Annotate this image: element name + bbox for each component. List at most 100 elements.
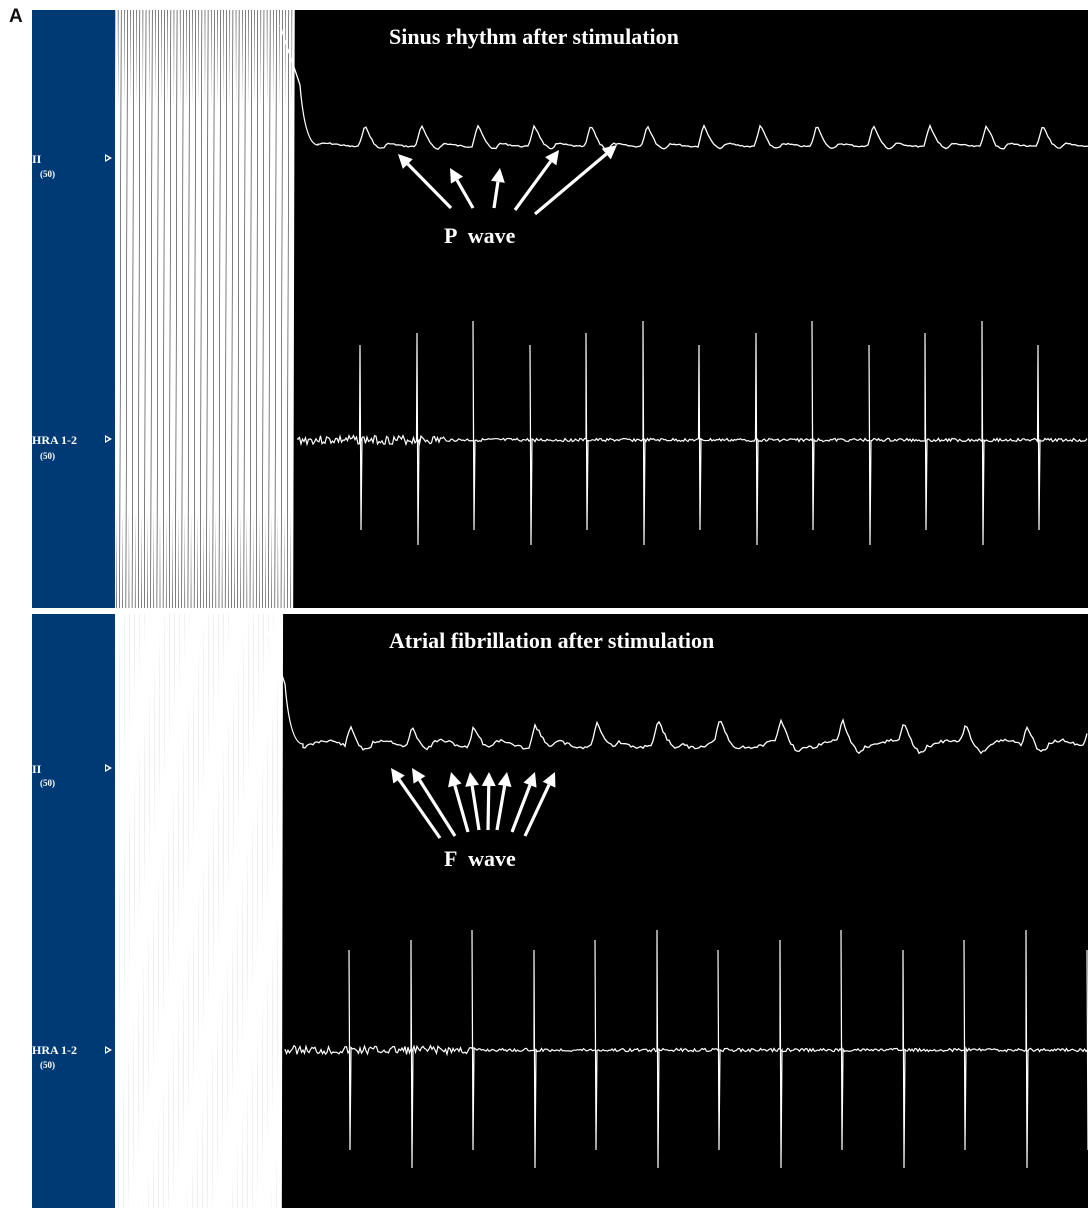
stimulation-spike [192,614,200,1208]
f-wave-arrow-head [448,772,462,788]
stimulation-spike [168,614,175,1208]
stimulation-artifact [115,10,295,608]
stimulation-spike [250,10,258,608]
stimulation-spike [118,614,125,1208]
stimulation-spike [219,10,227,608]
stimulation-spike [231,10,239,608]
stimulation-spike [261,614,269,1208]
p-wave-arrow-head [601,145,617,160]
stimulation-spike [256,614,264,1208]
stimulation-artifact [115,614,284,1208]
p-wave-arrow-head [491,168,505,183]
stimulation-spike [128,614,135,1208]
channel-gain-hra: (50) [40,1060,55,1070]
stimulation-spike [115,614,121,1208]
p-wave-arrow-head [450,168,464,184]
stimulation-spike [200,10,208,608]
stimulation-spike [175,10,184,608]
stimulation-spike [115,10,121,608]
channel-marker-ii-icon [105,154,112,162]
p-wave-label: P wave [444,223,516,248]
stimulation-spike [132,10,140,608]
p-wave-arrow [533,152,608,216]
stimulation-spike [138,614,145,1208]
stimulation-spike [187,614,195,1208]
f-wave-arrow [470,785,481,831]
ecg-traces-af [115,614,1088,1208]
f-wave-arrow [510,784,532,833]
stimulation-spike [281,10,289,608]
stimulation-spike [163,614,170,1208]
stimulation-spike [268,10,277,608]
stimulation-spike [172,614,180,1208]
f-wave-arrow [418,778,457,837]
channel-gain-ii: (50) [40,169,55,179]
stimulation-spike [242,614,249,1208]
stimulation-spike [275,10,283,608]
stimulation-spike [197,614,205,1208]
stimulation-spike [237,10,246,608]
stimulation-spike [225,10,233,608]
f-wave-arrow-head [497,772,512,787]
intracardiac-trace-hra [284,929,1088,1169]
channel-label-bar: II (50) HRA 1-2 (50) [32,614,115,1208]
stimulation-spike [157,10,165,608]
ecg-panel-atrial-fibrillation: II (50) HRA 1-2 (50) Atrial fibrillation… [32,614,1088,1208]
stimulation-spike [169,10,177,608]
stimulation-spike [217,614,224,1208]
chart-title-sinus: Sinus rhythm after stimulation [389,24,679,49]
stimulation-spike [227,614,234,1208]
stimulation-spike [207,614,214,1208]
stimulation-spike [181,10,190,608]
stimulation-spike [222,614,229,1208]
stimulation-spike [144,10,152,608]
channel-label-hra: HRA 1-2 [32,1043,77,1057]
channel-marker-hra-icon [105,435,112,443]
stimulation-spike [271,614,279,1208]
stimulation-spike [150,10,159,608]
f-wave-label: F wave [444,846,516,871]
stimulation-spike [126,10,134,608]
stimulation-spike [119,10,128,608]
stimulation-spike [133,614,140,1208]
f-wave-arrow-head [542,772,556,788]
stimulation-spike [213,10,221,608]
f-wave-arrow [495,785,507,831]
stimulation-spike [262,10,270,608]
p-wave-arrow [406,162,453,210]
stimulation-spike [206,10,215,608]
f-wave-arrow [453,785,470,833]
stimulation-spike [153,614,160,1208]
chart-title-af: Atrial fibrillation after stimulation [389,628,715,653]
f-wave-arrow-head [523,772,537,788]
channel-label-bar: II (50) HRA 1-2 (50) [32,10,115,608]
channel-marker-hra-icon [105,1046,112,1054]
stimulation-spike [244,10,252,608]
f-wave-arrow [397,778,442,839]
ecg-traces-sinus [115,10,1088,608]
f-wave-arrow-head [412,768,426,784]
p-wave-arrow-head [545,150,559,166]
surface-ecg-trace-ii [279,24,1088,150]
stimulation-spike [123,614,130,1208]
stimulation-spike [158,614,165,1208]
stimulation-spike [256,10,264,608]
p-wave-arrow [513,160,553,211]
f-wave-arrow-head [391,768,405,784]
surface-ecg-trace-ii [264,623,1088,755]
stimulation-spike [232,614,239,1208]
f-wave-arrow [486,785,491,831]
stimulation-spike [252,614,259,1208]
p-wave-arrow-head [398,154,413,169]
stimulation-spike [212,614,219,1208]
stimulation-spike [163,10,171,608]
channel-label-ii: II [32,762,42,776]
channel-gain-ii: (50) [40,778,55,788]
stimulation-spike [247,614,254,1208]
f-wave-arrow [523,783,551,837]
stimulation-spike [287,10,295,608]
channel-gain-hra: (50) [40,451,55,461]
stimulation-spike [143,614,150,1208]
stimulation-spike [138,10,146,608]
stimulation-spike [202,614,209,1208]
